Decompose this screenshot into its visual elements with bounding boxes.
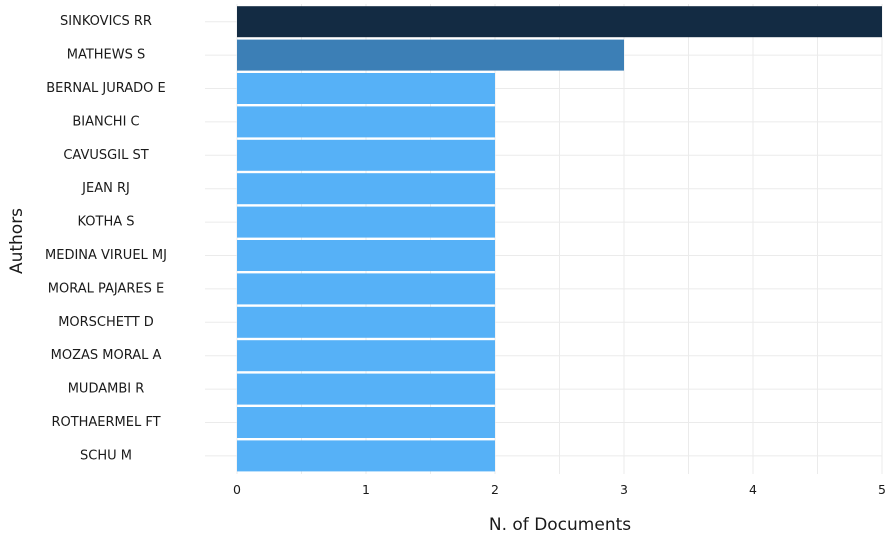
category-label: MEDINA VIRUEL MJ — [45, 248, 167, 263]
category-label: MORAL PAJARES E — [48, 281, 164, 296]
bar — [237, 306, 495, 338]
category-label: KOTHA S — [77, 215, 134, 230]
bar — [237, 173, 495, 205]
bar — [237, 340, 495, 372]
bar — [237, 6, 882, 38]
category-label: MORSCHETT D — [58, 315, 154, 330]
y-axis-title: Authors — [7, 208, 27, 274]
bar — [237, 73, 495, 104]
x-tick-label: 5 — [878, 482, 886, 497]
x-tick-label: 3 — [620, 482, 628, 497]
bar — [237, 106, 495, 138]
x-tick-label: 2 — [491, 482, 499, 497]
bar — [237, 407, 495, 438]
bar — [237, 273, 495, 305]
category-label: BIANCHI C — [72, 114, 139, 129]
bar — [237, 139, 495, 171]
x-tick-labels: 0 1 2 3 4 5 — [233, 482, 886, 497]
category-label: MOZAS MORAL A — [51, 348, 162, 363]
category-labels: SINKOVICS RR MATHEWS S BERNAL JURADO E BIAN… — [45, 14, 167, 463]
x-tick-label: 0 — [233, 482, 241, 497]
x-tick-label: 4 — [749, 482, 757, 497]
bar — [237, 206, 495, 238]
bar — [237, 240, 495, 271]
category-label: MUDAMBI R — [68, 382, 145, 397]
category-label: SCHU M — [80, 448, 132, 463]
bar — [237, 373, 495, 405]
category-label: BERNAL JURADO E — [46, 81, 166, 96]
bar — [237, 39, 624, 71]
x-axis-title: N. of Documents — [489, 515, 631, 535]
category-label: ROTHAERMEL FT — [51, 415, 160, 430]
bar — [237, 440, 495, 472]
category-label: CAVUSGIL ST — [63, 148, 148, 163]
category-label: JEAN RJ — [81, 181, 130, 196]
category-label: MATHEWS S — [67, 48, 146, 63]
category-label: SINKOVICS RR — [60, 14, 152, 29]
x-tick-label: 1 — [362, 482, 370, 497]
bars — [237, 6, 882, 472]
